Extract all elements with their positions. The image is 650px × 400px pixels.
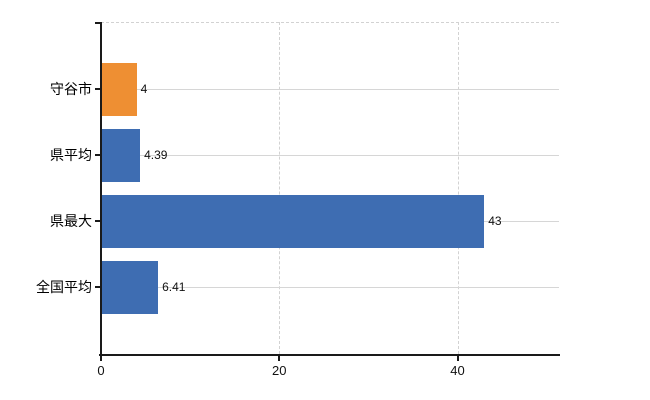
horizontal-gridline [101,89,559,90]
x-tick-label: 20 [272,363,287,378]
bar [101,128,141,182]
category-label: 県平均 [50,147,92,163]
category-label: 全国平均 [36,279,92,295]
y-axis-tick [95,286,101,288]
horizontal-gridline [101,287,559,288]
x-axis-tick [278,356,281,361]
value-label: 4.39 [144,148,168,162]
y-axis [100,22,102,354]
category-label: 守谷市 [50,81,92,97]
x-axis-tick [456,356,459,361]
x-tick-label: 40 [450,363,465,378]
x-axis-tick [100,356,102,361]
plot-top-border [101,22,559,23]
x-tick-label: 0 [97,363,105,378]
bar [101,194,485,248]
vertical-gridline [457,22,459,354]
value-label: 4 [140,82,148,96]
y-axis-tick [95,154,101,156]
y-axis-tick [95,220,101,222]
value-label: 43 [488,214,502,228]
category-label: 県最大 [50,213,92,229]
vertical-gridline [279,22,281,354]
bar [101,62,137,116]
value-label: 6.41 [162,280,186,294]
y-axis-tick [95,88,101,90]
horizontal-gridline [101,155,559,156]
bar [101,260,159,314]
x-axis [99,354,560,356]
y-axis-top-tick [95,22,101,24]
